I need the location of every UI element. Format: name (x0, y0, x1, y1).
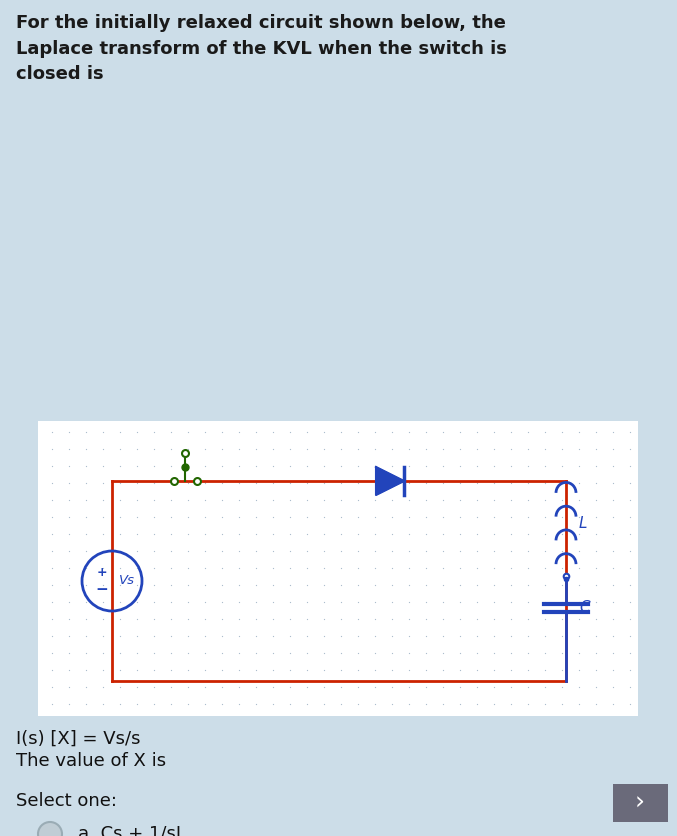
Text: C: C (579, 600, 590, 615)
Polygon shape (376, 467, 404, 495)
Bar (38, 421, 638, 716)
Text: −: − (95, 583, 108, 598)
Text: Vs: Vs (119, 574, 135, 588)
Text: ›: › (635, 791, 645, 815)
Text: +: + (97, 565, 108, 579)
Text: The value of X is: The value of X is (16, 752, 166, 770)
Circle shape (38, 822, 62, 836)
Bar (613, 784, 668, 822)
Text: Select one:: Select one: (16, 792, 117, 810)
Text: a. Cs + 1/sL: a. Cs + 1/sL (78, 825, 186, 836)
Text: I(s) [X] = Vs/s: I(s) [X] = Vs/s (16, 730, 141, 748)
Text: For the initially relaxed circuit shown below, the
Laplace transform of the KVL : For the initially relaxed circuit shown … (16, 14, 507, 84)
Text: L: L (579, 517, 588, 531)
